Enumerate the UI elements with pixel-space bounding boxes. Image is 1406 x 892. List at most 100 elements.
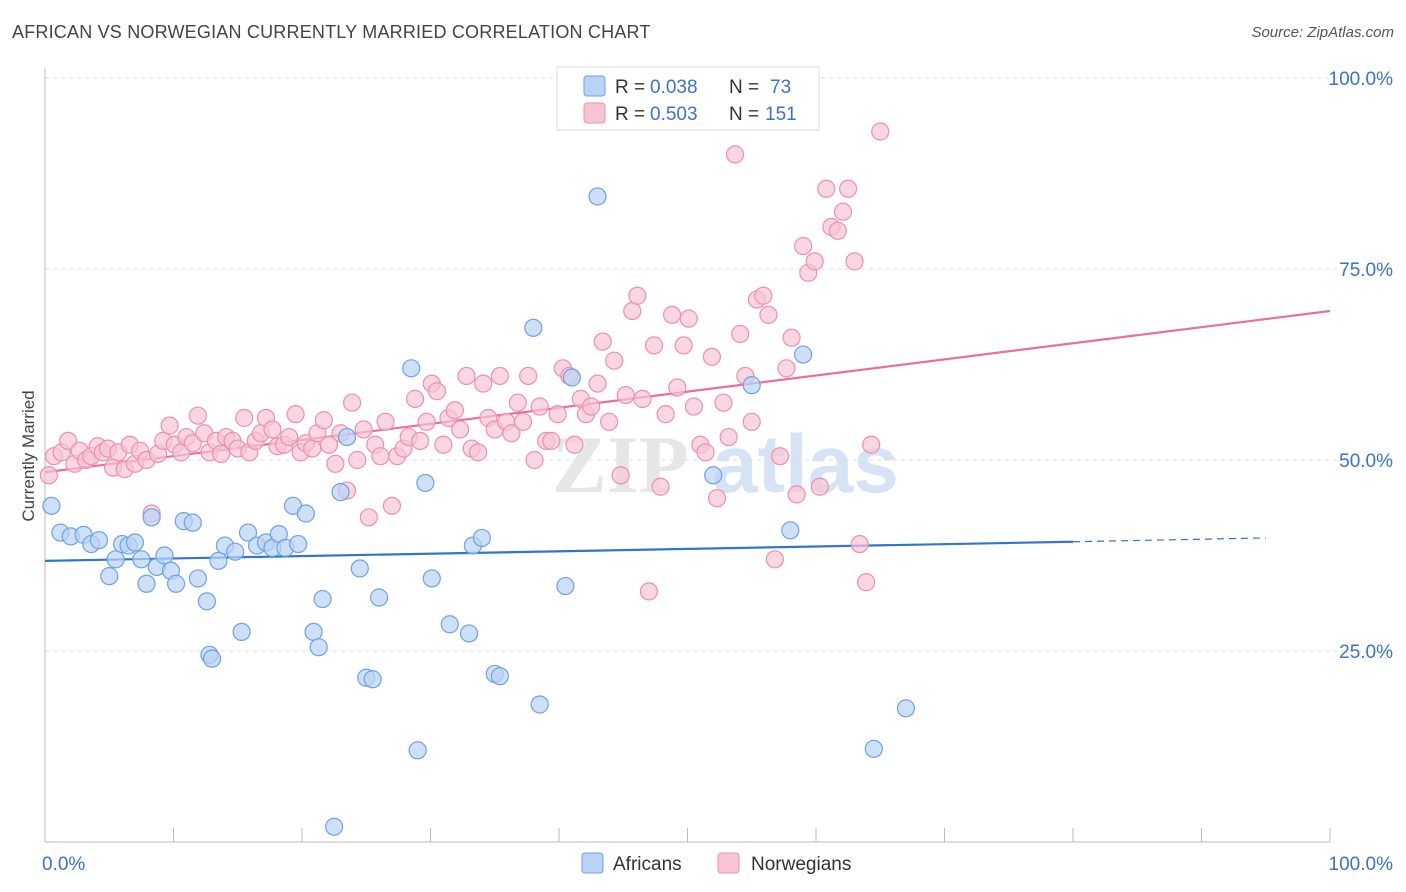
norwegians-point	[319, 435, 339, 454]
norwegians-point	[371, 447, 390, 466]
africans-point	[238, 523, 258, 542]
norwegians-point	[542, 431, 561, 450]
y-tick-label: 100.0%	[1329, 69, 1394, 90]
norwegians-point	[525, 450, 544, 470]
norwegians-point	[582, 397, 601, 416]
norwegians-r-value: 0.503	[650, 104, 698, 125]
norwegians-point	[490, 366, 509, 386]
norwegians-point	[343, 393, 362, 412]
africans-point	[89, 531, 109, 550]
norwegians-point	[519, 366, 538, 386]
norwegians-point	[183, 434, 202, 453]
norwegians-point	[651, 477, 670, 496]
norwegians-point	[235, 408, 254, 428]
africans-point	[562, 368, 581, 387]
norwegians-point	[644, 336, 664, 355]
norwegians-point	[427, 382, 447, 401]
africans-point	[742, 376, 761, 395]
africans-point	[166, 574, 186, 593]
chart-title: AFRICAN VS NORWEGIAN CURRENTLY MARRIED C…	[12, 22, 651, 42]
norwegians-point	[714, 393, 733, 412]
africans-point	[209, 551, 228, 570]
norwegians-point	[611, 466, 630, 485]
legend-norwegians-swatch	[717, 852, 740, 874]
norwegians-point	[833, 202, 853, 221]
data-points	[39, 122, 916, 836]
africans-point	[422, 569, 441, 588]
norwegians-point	[850, 534, 869, 554]
africans-point	[304, 622, 323, 642]
norwegians-point	[759, 305, 778, 324]
africans-point	[132, 550, 151, 569]
y-tick-label: 75.0%	[1339, 260, 1393, 281]
africans-point	[100, 567, 119, 586]
norwegians-point	[810, 477, 829, 496]
gridlines	[45, 77, 1392, 652]
series-legend: Africans Norwegians	[581, 852, 851, 875]
africans-point	[289, 534, 308, 554]
norwegians-point	[696, 443, 715, 462]
norwegians-point	[702, 347, 722, 366]
norwegians-point	[39, 466, 58, 485]
africans-point	[556, 576, 575, 596]
norwegians-point	[434, 435, 453, 454]
africans-point	[142, 508, 161, 527]
norwegians-point	[719, 427, 738, 447]
africans-point	[363, 670, 382, 689]
africans-point	[137, 574, 156, 593]
africans-point	[704, 466, 723, 485]
norwegians-point	[303, 439, 322, 458]
africans-point	[350, 559, 369, 578]
norwegians-point	[862, 435, 881, 454]
source-label: Source: ZipAtlas.com	[1251, 24, 1394, 41]
africans-point	[226, 542, 245, 561]
norwegians-point	[468, 443, 488, 462]
africans-point	[188, 569, 208, 588]
norwegians-point	[450, 420, 470, 439]
norwegians-point	[314, 411, 333, 430]
norwegians-point	[405, 389, 425, 408]
africans-trend-extension	[1072, 537, 1266, 543]
norwegians-point	[376, 412, 395, 431]
africans-point	[337, 427, 357, 447]
norwegians-point	[845, 252, 864, 271]
x-tick-label: 0.0%	[42, 854, 85, 875]
norwegians-point	[348, 450, 367, 470]
norwegians-point	[794, 236, 813, 256]
africans-point	[42, 496, 61, 515]
africans-point	[155, 546, 174, 565]
norwegians-point	[656, 405, 675, 424]
legend-africans-label: Africans	[613, 854, 682, 875]
norwegians-point	[742, 412, 761, 431]
africans-point	[202, 649, 222, 668]
norwegians-point	[707, 489, 727, 508]
africans-point	[313, 589, 332, 609]
norwegians-point	[616, 385, 635, 405]
norwegians-point	[359, 508, 378, 527]
norwegians-point	[280, 427, 299, 447]
norwegians-point	[679, 309, 698, 328]
norwegians-point	[639, 582, 659, 601]
norwegians-swatch	[583, 102, 606, 124]
norwegians-point	[588, 374, 607, 393]
norwegians-n-label: N =	[729, 104, 759, 125]
norwegians-point	[326, 454, 345, 473]
africans-point	[325, 817, 344, 836]
norwegians-r-label: R =	[615, 104, 645, 125]
africans-point	[402, 359, 421, 378]
legend-norwegians-label: Norwegians	[751, 854, 851, 875]
x-tick-label: 100.0%	[1329, 854, 1394, 875]
africans-point	[459, 624, 479, 643]
watermark-zip: ZIP	[552, 419, 689, 510]
norwegians-point	[805, 252, 824, 271]
africans-n-label: N =	[729, 77, 759, 98]
norwegians-point	[828, 221, 847, 240]
norwegians-point	[286, 405, 305, 424]
africans-point	[408, 741, 427, 760]
norwegians-point	[777, 359, 796, 378]
stats-legend: R = 0.038 N = 73 R = 0.503 N = 151	[556, 66, 820, 131]
norwegians-point	[605, 351, 624, 370]
norwegians-n-value: 151	[765, 104, 797, 125]
norwegians-point	[674, 336, 693, 355]
africans-point	[296, 504, 315, 523]
